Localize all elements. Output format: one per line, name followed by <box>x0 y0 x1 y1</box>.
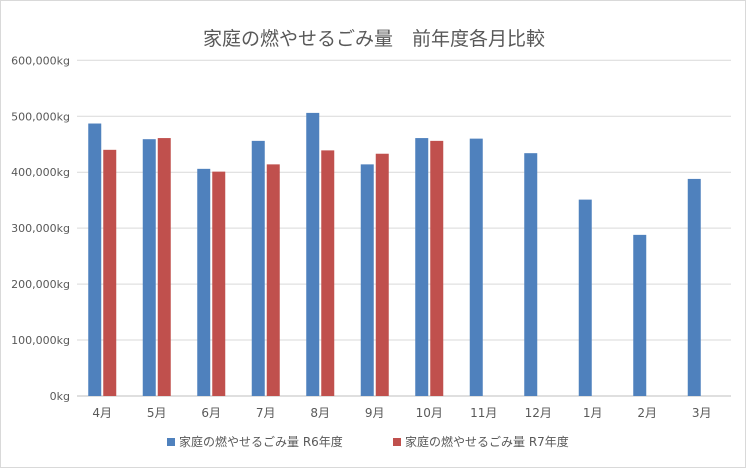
bar-r6 <box>469 138 483 396</box>
bar-r7 <box>157 138 171 396</box>
x-tick-label: 9月 <box>365 406 385 420</box>
y-tick-label: 400,000kg <box>11 166 70 179</box>
bar-r6 <box>687 178 701 396</box>
x-tick-label: 1月 <box>583 406 603 420</box>
bar-r6 <box>142 139 156 396</box>
y-tick-label: 100,000kg <box>11 334 70 347</box>
x-tick-label: 7月 <box>256 406 276 420</box>
x-tick-label: 3月 <box>692 406 712 420</box>
bar-r7 <box>430 140 444 396</box>
y-tick-label: 0kg <box>50 390 70 403</box>
legend-label: 家庭の燃やせるごみ量 R6年度 <box>179 434 343 449</box>
bar-r6 <box>306 112 320 396</box>
bar-r6 <box>524 153 538 396</box>
x-tick-label: 6月 <box>201 406 221 420</box>
x-tick-label: 10月 <box>416 406 443 420</box>
bar-r6 <box>578 199 592 396</box>
bar-r7 <box>375 153 389 396</box>
legend-label: 家庭の燃やせるごみ量 R7年度 <box>405 434 569 449</box>
bar-r6 <box>633 234 647 396</box>
bar-r6 <box>251 140 265 396</box>
legend-swatch <box>393 438 401 446</box>
x-tick-label: 4月 <box>92 406 112 420</box>
bar-r6 <box>88 123 102 396</box>
bar-r6 <box>197 168 211 396</box>
x-tick-label: 2月 <box>637 406 657 420</box>
x-tick-label: 5月 <box>147 406 167 420</box>
bar-r7 <box>212 171 226 396</box>
bar-r7 <box>103 149 117 396</box>
y-tick-label: 300,000kg <box>11 222 70 235</box>
bar-r7 <box>321 150 335 396</box>
y-tick-label: 600,000kg <box>11 54 70 67</box>
bar-r6 <box>415 138 429 396</box>
y-tick-label: 200,000kg <box>11 278 70 291</box>
x-tick-label: 11月 <box>470 406 497 420</box>
bar-r7 <box>266 164 280 396</box>
x-tick-label: 12月 <box>525 406 552 420</box>
legend-swatch <box>167 438 175 446</box>
x-tick-label: 8月 <box>310 406 330 420</box>
chart-title: 家庭の燃やせるごみ量 前年度各月比較 <box>203 28 545 50</box>
bar-r6 <box>360 164 374 396</box>
y-tick-label: 500,000kg <box>11 110 70 123</box>
